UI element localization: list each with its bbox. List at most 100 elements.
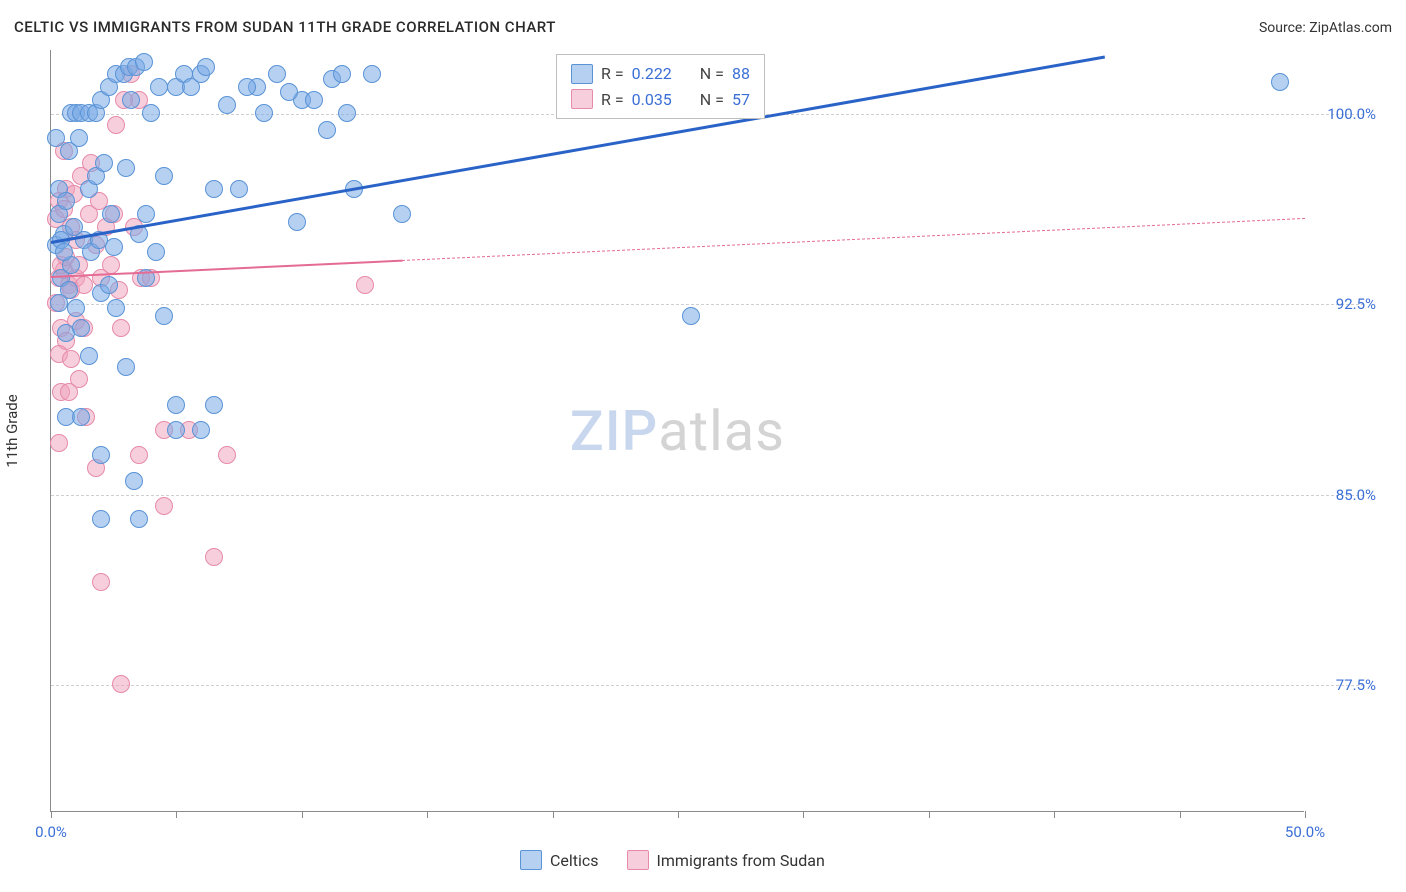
data-point bbox=[142, 104, 160, 122]
y-tick-label: 92.5% bbox=[1336, 295, 1376, 313]
data-point bbox=[112, 319, 130, 337]
series-legend: Celtics Immigrants from Sudan bbox=[520, 850, 825, 870]
data-point bbox=[205, 396, 223, 414]
legend-swatch bbox=[627, 850, 649, 870]
data-point bbox=[125, 472, 143, 490]
legend-n-value: 88 bbox=[732, 61, 750, 87]
data-point bbox=[155, 167, 173, 185]
data-point bbox=[268, 65, 286, 83]
data-point bbox=[122, 91, 140, 109]
legend-swatch bbox=[520, 850, 542, 870]
data-point bbox=[1271, 73, 1289, 91]
data-point bbox=[137, 205, 155, 223]
x-tick-label: 50.0% bbox=[1285, 823, 1325, 841]
legend-r-label: R = bbox=[601, 61, 624, 87]
x-tick bbox=[1180, 811, 1181, 818]
data-point bbox=[72, 319, 90, 337]
x-tick bbox=[803, 811, 804, 818]
data-point bbox=[117, 159, 135, 177]
chart-title: CELTIC VS IMMIGRANTS FROM SUDAN 11TH GRA… bbox=[14, 18, 556, 36]
data-point bbox=[238, 78, 256, 96]
legend-label: Celtics bbox=[550, 851, 599, 870]
data-point bbox=[105, 238, 123, 256]
watermark: ZIPatlas bbox=[570, 398, 785, 464]
source-attribution: Source: ZipAtlas.com bbox=[1259, 20, 1392, 36]
legend-r-label: R = bbox=[601, 87, 624, 113]
data-point bbox=[682, 307, 700, 325]
legend-swatch bbox=[571, 64, 593, 84]
data-point bbox=[356, 276, 374, 294]
data-point bbox=[205, 548, 223, 566]
source-link[interactable]: ZipAtlas.com bbox=[1309, 20, 1392, 36]
data-point bbox=[70, 370, 88, 388]
data-point bbox=[167, 421, 185, 439]
data-point bbox=[333, 65, 351, 83]
data-point bbox=[318, 121, 336, 139]
y-axis-title: 11th Grade bbox=[3, 394, 21, 467]
data-point bbox=[102, 256, 120, 274]
x-tick bbox=[176, 811, 177, 818]
legend-item: Immigrants from Sudan bbox=[627, 850, 825, 870]
data-point bbox=[80, 347, 98, 365]
data-point bbox=[95, 154, 113, 172]
data-point bbox=[147, 243, 165, 261]
legend-n-label: N = bbox=[700, 61, 724, 87]
data-point bbox=[92, 573, 110, 591]
x-tick bbox=[1054, 811, 1055, 818]
legend-r-value: 0.222 bbox=[632, 61, 672, 87]
data-point bbox=[280, 83, 298, 101]
data-point bbox=[92, 446, 110, 464]
data-point bbox=[50, 434, 68, 452]
gridline bbox=[51, 304, 1364, 305]
y-tick-label: 85.0% bbox=[1336, 486, 1376, 504]
data-point bbox=[155, 307, 173, 325]
data-point bbox=[100, 276, 118, 294]
data-point bbox=[102, 205, 120, 223]
y-tick-label: 100.0% bbox=[1327, 105, 1376, 123]
data-point bbox=[130, 446, 148, 464]
data-point bbox=[288, 213, 306, 231]
trend-line bbox=[402, 218, 1305, 261]
x-tick bbox=[302, 811, 303, 818]
data-point bbox=[50, 294, 68, 312]
legend-row: R =0.035N =57 bbox=[571, 87, 750, 113]
data-point bbox=[67, 299, 85, 317]
watermark-part1: ZIP bbox=[570, 398, 658, 464]
data-point bbox=[192, 421, 210, 439]
data-point bbox=[72, 408, 90, 426]
data-point bbox=[55, 243, 73, 261]
data-point bbox=[107, 299, 125, 317]
data-point bbox=[107, 116, 125, 134]
source-prefix: Source: bbox=[1259, 20, 1309, 36]
data-point bbox=[92, 510, 110, 528]
correlation-legend: R =0.222N =88R =0.035N =57 bbox=[556, 54, 765, 119]
data-point bbox=[205, 180, 223, 198]
data-point bbox=[218, 446, 236, 464]
legend-n-label: N = bbox=[700, 87, 724, 113]
scatter-plot: ZIPatlas 77.5%85.0%92.5%100.0%0.0%50.0% bbox=[50, 50, 1304, 812]
x-tick bbox=[929, 811, 930, 818]
y-tick-label: 77.5% bbox=[1336, 676, 1376, 694]
x-tick bbox=[553, 811, 554, 818]
x-tick bbox=[427, 811, 428, 818]
legend-row: R = 0.222 N = 88 bbox=[571, 61, 750, 87]
data-point bbox=[363, 65, 381, 83]
data-point bbox=[70, 129, 88, 147]
legend-item: Celtics bbox=[520, 850, 599, 870]
x-tick bbox=[678, 811, 679, 818]
gridline bbox=[51, 495, 1364, 496]
data-point bbox=[130, 510, 148, 528]
x-tick bbox=[1305, 811, 1306, 818]
legend-r-value: 0.035 bbox=[632, 87, 672, 113]
data-point bbox=[255, 104, 273, 122]
data-point bbox=[112, 675, 130, 693]
data-point bbox=[62, 350, 80, 368]
data-point bbox=[135, 53, 153, 71]
x-tick bbox=[51, 811, 52, 818]
legend-label: Immigrants from Sudan bbox=[657, 851, 825, 870]
data-point bbox=[167, 396, 185, 414]
x-tick-label: 0.0% bbox=[35, 823, 67, 841]
data-point bbox=[197, 58, 215, 76]
header: CELTIC VS IMMIGRANTS FROM SUDAN 11TH GRA… bbox=[14, 18, 1392, 36]
data-point bbox=[150, 78, 168, 96]
